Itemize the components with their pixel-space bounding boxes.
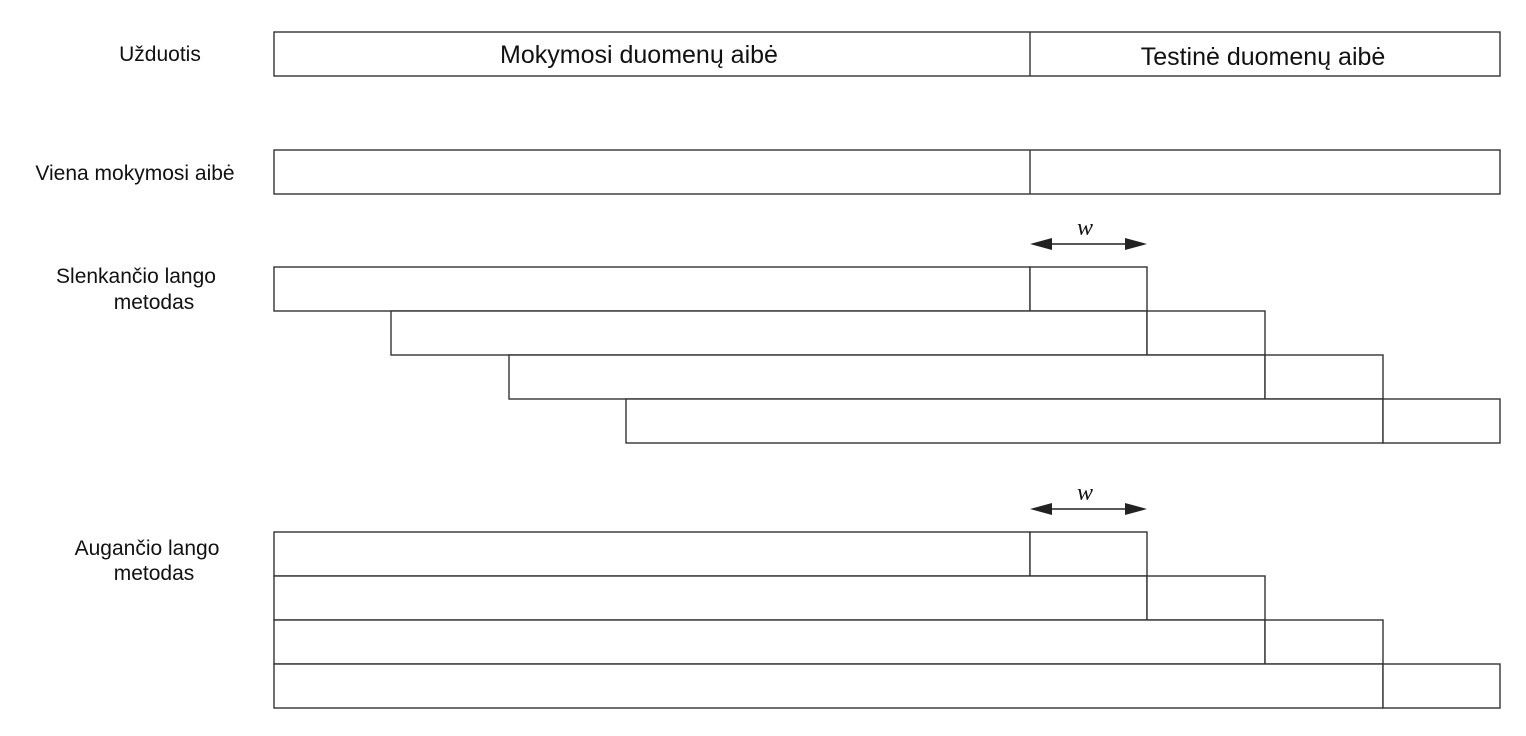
- test-set-label: Testinė duomenų aibė: [1141, 43, 1386, 71]
- single-split-train-cell: [273, 149, 1501, 195]
- sliding-window-arrow: w: [1030, 215, 1147, 250]
- expanding-window-fold-2: [273, 575, 1266, 621]
- sliding-window-label-line1: Slenkančio lango: [56, 265, 216, 288]
- sliding-window-label-line2: metodas: [114, 291, 195, 314]
- expanding-window-arrow: w: [1030, 480, 1147, 515]
- sliding-window-fold-1: [273, 266, 1148, 312]
- sliding-window-fold-3: [508, 354, 1384, 400]
- expanding-window-fold-3: [273, 619, 1384, 665]
- expanding-window-fold-1: [273, 531, 1148, 577]
- expanding-window-w-label: w: [1077, 480, 1093, 506]
- single-split-label: Viena mokymosi aibė: [35, 162, 234, 185]
- expanding-window-label-line2: metodas: [114, 562, 195, 585]
- single-split-bar: [273, 149, 1501, 195]
- task-header-bar: Mokymosi duomenų aibė Testinė duomenų ai…: [273, 31, 1501, 77]
- sliding-window-fold-2: [390, 310, 1266, 356]
- train-set-cell: [273, 31, 1501, 77]
- train-set-label: Mokymosi duomenų aibė: [500, 41, 778, 69]
- expanding-window-fold-4: [273, 663, 1501, 709]
- task-label: Užduotis: [119, 43, 201, 66]
- sliding-window-w-label: w: [1077, 215, 1093, 241]
- sliding-window-fold-4: [625, 398, 1501, 444]
- expanding-window-label-line1: Augančio lango: [75, 537, 220, 560]
